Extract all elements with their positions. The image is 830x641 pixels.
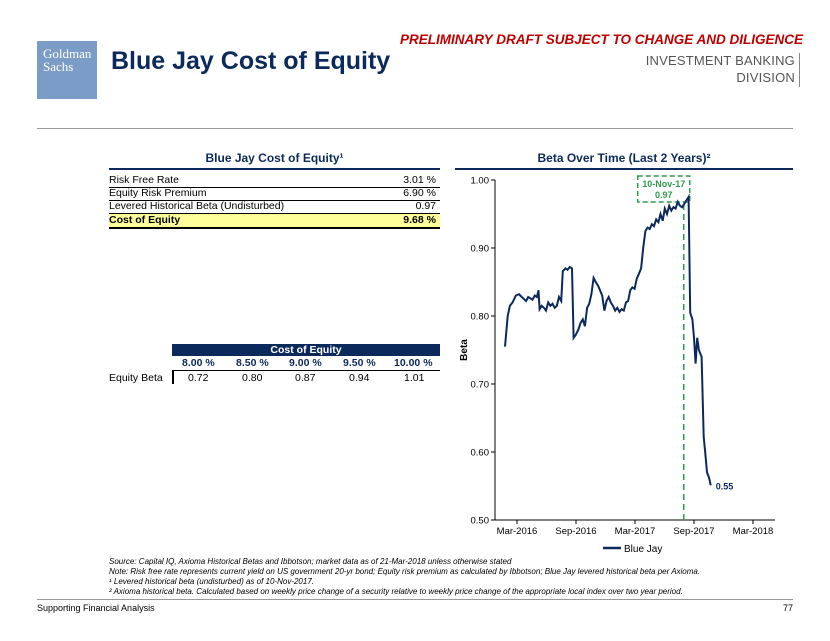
y-tick-label: 0.90 [471,244,490,255]
footer-rule [37,599,793,600]
x-tick-label: Sep-2016 [555,526,596,537]
y-tick-label: 0.70 [471,380,490,391]
beta-chart: 0.50 0.60 0.70 0.80 0.90 1.00 Mar-2016 Sep-201… [459,175,775,555]
sensitivity-row-bracket [172,370,174,384]
sensitivity-row-label: Equity Beta [109,372,163,384]
row-value: 6.90 % [403,187,436,199]
source-note: Source: Capital IQ, Axioma Historical Be… [109,557,512,566]
total-rule [109,227,440,229]
y-tick-label: 0.60 [471,448,490,459]
table-row: Levered Historical Beta (Undisturbed) 0.… [109,200,440,214]
table-row-total: Cost of Equity 9.68 % [109,214,440,227]
page-title: Blue Jay Cost of Equity [111,47,391,75]
row-value: 0.97 [415,200,436,212]
sensitivity-value: 0.87 [295,372,316,384]
division-line-1: INVESTMENT BANKING [645,53,795,68]
division-divider [799,53,800,87]
series-line-blue-jay [504,193,712,486]
chart-title-rule [455,168,793,170]
table-row: Risk Free Rate 3.01 % [109,174,440,188]
row-label: Levered Historical Beta (Undisturbed) [109,200,285,212]
draft-notice: PRELIMINARY DRAFT SUBJECT TO CHANGE AND … [399,32,803,47]
sensitivity-value: 0.80 [242,372,263,384]
x-tick-label: Mar-2017 [615,526,656,537]
x-axis-ticks: Mar-2016 Sep-2016 Mar-2017 Sep-2017 Mar-2018 [497,520,774,537]
row-label: Equity Risk Premium [109,187,207,199]
sensitivity-col-header: 9.50 % [343,357,376,369]
coe-table-title: Blue Jay Cost of Equity¹ [205,151,344,165]
x-tick-label: Mar-2018 [733,526,774,537]
sensitivity-value: 0.72 [188,372,209,384]
y-tick-label: 1.00 [471,176,490,187]
sensitivity-header: Cost of Equity [172,344,440,356]
x-tick-label: Mar-2016 [497,526,538,537]
footer-section-label: Supporting Financial Analysis [37,603,155,613]
header-rule [37,128,793,129]
row-label: Risk Free Rate [109,174,180,186]
note: Note: Risk free rate represents current … [109,567,701,576]
annotation-date: 10-Nov-17 [642,179,685,189]
sensitivity-col-header: 9.00 % [289,357,322,369]
y-tick-label: 0.50 [471,516,490,527]
row-label: Cost of Equity [109,214,181,226]
sensitivity-value: 0.94 [349,372,370,384]
footnote-2: ² Axioma historical beta. Calculated bas… [109,587,683,596]
logo-line-2: Sachs [43,59,74,74]
legend-label: Blue Jay [624,544,662,555]
coe-table: Risk Free Rate 3.01 % Equity Risk Premiu… [109,174,440,234]
annotation-value: 0.97 [655,190,673,200]
logo-line-1: Goldman [43,46,92,61]
footnote-1: ¹ Levered historical beta (undisturbed) … [109,577,314,586]
table-row: Equity Risk Premium 6.90 % [109,187,440,201]
y-axis-ticks: 0.50 0.60 0.70 0.80 0.90 1.00 [471,176,495,527]
coe-title-rule [109,168,440,170]
end-value-label: 0.55 [716,481,734,491]
sensitivity-col-header: 10.00 % [394,357,433,369]
sensitivity-col-header: 8.00 % [182,357,215,369]
division-line-2: DIVISION [736,70,795,85]
sensitivity-value: 1.01 [404,372,425,384]
x-tick-label: Sep-2017 [673,526,714,537]
y-tick-label: 0.80 [471,312,490,323]
row-value: 9.68 % [403,214,436,226]
sensitivity-col-header: 8.50 % [236,357,269,369]
sensitivity-header-rule [172,370,440,371]
page-number: 77 [782,603,793,613]
goldman-sachs-logo: Goldman Sachs [37,41,97,99]
y-axis-label: Beta [459,339,470,361]
annotation-box [636,175,691,203]
row-value: 3.01 % [403,174,436,186]
chart-title: Beta Over Time (Last 2 Years)² [537,151,711,165]
